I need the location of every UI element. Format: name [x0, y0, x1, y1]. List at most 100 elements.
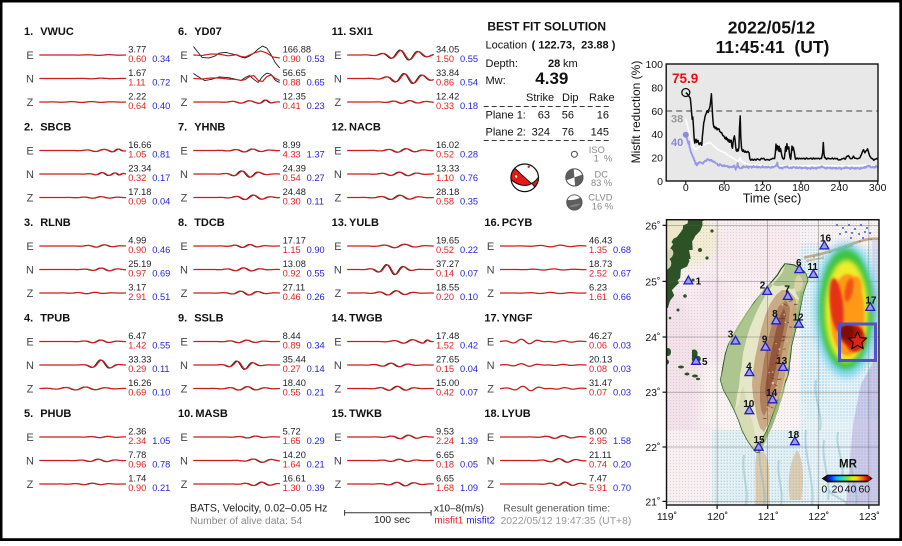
svg-text:0.14: 0.14	[436, 268, 454, 278]
svg-text:1.64: 1.64	[283, 459, 301, 469]
svg-text:Number of alive data: 54: Number of alive data: 54	[190, 516, 302, 527]
svg-text:0.92: 0.92	[283, 268, 301, 278]
svg-text:35.44: 35.44	[283, 354, 306, 364]
svg-text:0.14: 0.14	[307, 364, 325, 374]
svg-text:1.09: 1.09	[460, 483, 478, 493]
svg-text:LYUB: LYUB	[502, 408, 531, 420]
svg-text:0.08: 0.08	[589, 364, 607, 374]
svg-text:2.36: 2.36	[128, 426, 146, 436]
svg-text:N: N	[180, 265, 188, 277]
svg-text:8.44: 8.44	[283, 331, 301, 341]
svg-text:0.04: 0.04	[460, 364, 478, 374]
svg-text:VWUC: VWUC	[40, 26, 74, 38]
svg-text:10.: 10.	[178, 408, 193, 420]
svg-text:Z: Z	[27, 97, 34, 109]
svg-text:N: N	[26, 265, 34, 277]
svg-text:TDCB: TDCB	[194, 217, 225, 229]
svg-text:27.11: 27.11	[283, 282, 306, 292]
svg-text:16.02: 16.02	[436, 140, 459, 150]
svg-text:0.55: 0.55	[307, 268, 325, 278]
svg-text:Z: Z	[335, 97, 342, 109]
svg-text:Result generation time:: Result generation time:	[503, 504, 610, 515]
svg-text:YULB: YULB	[349, 217, 379, 229]
svg-text:100 sec: 100 sec	[374, 515, 410, 526]
svg-text:0.55: 0.55	[460, 54, 478, 64]
svg-text:8.99: 8.99	[283, 140, 301, 150]
svg-text:Z: Z	[181, 384, 188, 396]
svg-text:18.73: 18.73	[589, 259, 612, 269]
svg-text:0.89: 0.89	[283, 340, 301, 350]
svg-text:0.97: 0.97	[128, 268, 146, 278]
svg-text:0.70: 0.70	[613, 483, 631, 493]
svg-text:25.19: 25.19	[128, 259, 151, 269]
svg-text:0.21: 0.21	[152, 483, 170, 493]
svg-text:0.90: 0.90	[307, 245, 325, 255]
svg-text:123˚: 123˚	[859, 511, 880, 523]
svg-text:6.: 6.	[178, 26, 187, 38]
svg-text:0.88: 0.88	[283, 77, 301, 87]
svg-text:1.39: 1.39	[460, 436, 478, 446]
svg-text:N: N	[487, 265, 495, 277]
svg-text:7: 7	[784, 285, 790, 296]
svg-text:1.67: 1.67	[128, 68, 146, 78]
svg-text:1.10: 1.10	[436, 173, 454, 183]
svg-text:20: 20	[832, 483, 844, 495]
svg-text:17.18: 17.18	[128, 187, 151, 197]
svg-text:0.29: 0.29	[128, 364, 146, 374]
svg-text:E: E	[180, 50, 187, 62]
svg-text:0.03: 0.03	[613, 387, 631, 397]
svg-text:E: E	[26, 241, 33, 253]
svg-text:0.66: 0.66	[613, 292, 631, 302]
svg-text:0.65: 0.65	[307, 77, 325, 87]
svg-text:2: 2	[760, 281, 766, 292]
svg-text:18.40: 18.40	[283, 378, 306, 388]
svg-text:80: 80	[651, 83, 663, 95]
svg-text:N: N	[26, 74, 34, 86]
svg-text:0.20: 0.20	[436, 292, 454, 302]
svg-text:7.47: 7.47	[589, 473, 607, 483]
svg-text:0.35: 0.35	[460, 196, 478, 206]
svg-text:324: 324	[532, 127, 550, 139]
svg-text:0.30: 0.30	[283, 196, 301, 206]
svg-text:N: N	[334, 456, 342, 468]
svg-text:N: N	[180, 74, 188, 86]
svg-text:N: N	[334, 360, 342, 372]
svg-text:23˚: 23˚	[645, 387, 660, 399]
svg-text:83 %: 83 %	[591, 178, 612, 188]
svg-text:2.95: 2.95	[589, 436, 607, 446]
svg-text:MR: MR	[839, 459, 858, 471]
svg-text:8: 8	[772, 309, 778, 320]
svg-text:( 122.73, 23.88 ): ( 122.73, 23.88 )	[532, 40, 616, 52]
svg-text:14.20: 14.20	[283, 450, 306, 460]
svg-text:E: E	[334, 50, 341, 62]
svg-text:0.90: 0.90	[128, 245, 146, 255]
svg-text:4.33: 4.33	[283, 149, 301, 159]
svg-text:0.07: 0.07	[460, 387, 478, 397]
svg-text:0.21: 0.21	[307, 387, 325, 397]
svg-text:1.58: 1.58	[613, 436, 631, 446]
svg-text:E: E	[487, 337, 494, 349]
svg-text:4.99: 4.99	[128, 235, 146, 245]
svg-text:Time (sec): Time (sec)	[743, 192, 802, 206]
svg-text:31.47: 31.47	[589, 378, 612, 388]
svg-text:Plane 1:: Plane 1:	[486, 110, 526, 122]
svg-text:NACB: NACB	[349, 122, 381, 134]
svg-text:E: E	[180, 432, 187, 444]
svg-text:PHUB: PHUB	[40, 408, 71, 420]
svg-text:0.55: 0.55	[283, 387, 301, 397]
svg-text:BEST FIT SOLUTION: BEST FIT SOLUTION	[487, 19, 606, 33]
svg-text:13.08: 13.08	[283, 259, 306, 269]
svg-text:60: 60	[858, 483, 870, 495]
svg-text:9.: 9.	[178, 313, 187, 325]
svg-text:24.48: 24.48	[283, 187, 306, 197]
svg-text:0.81: 0.81	[152, 149, 170, 159]
svg-text:SSLB: SSLB	[194, 313, 223, 325]
svg-text:0.64: 0.64	[128, 101, 146, 111]
svg-text:SXI1: SXI1	[349, 26, 373, 38]
svg-text:33.84: 33.84	[436, 68, 459, 78]
svg-text:17.48: 17.48	[436, 331, 459, 341]
svg-text:TWKB: TWKB	[349, 408, 382, 420]
svg-text:Z: Z	[335, 288, 342, 300]
svg-text:0.33: 0.33	[436, 101, 454, 111]
svg-text:11.: 11.	[332, 26, 347, 38]
